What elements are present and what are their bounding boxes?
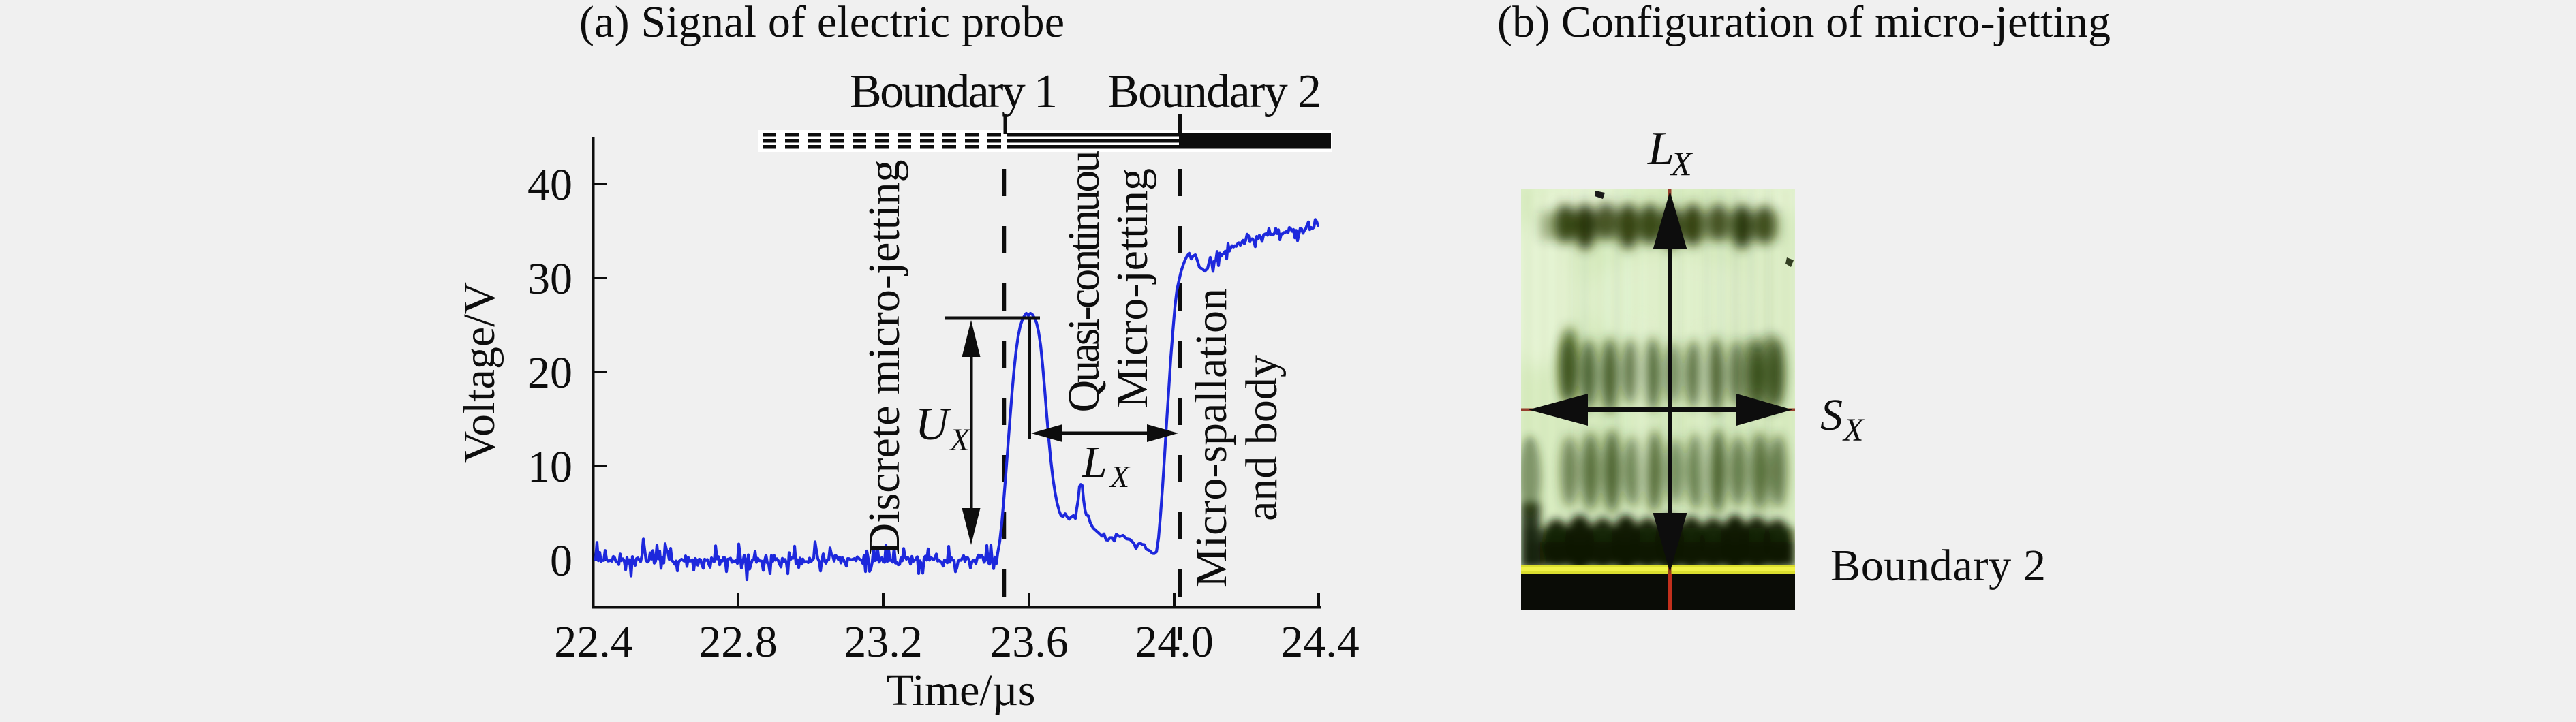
svg-text:Micro-spallation: Micro-spallation (1186, 288, 1236, 588)
svg-text:Boundary 2: Boundary 2 (1830, 541, 2046, 591)
svg-text:0: 0 (550, 536, 572, 586)
svg-text:23.2: 23.2 (844, 617, 923, 667)
svg-text:24.4: 24.4 (1281, 617, 1360, 667)
svg-text:L: L (1647, 123, 1674, 175)
svg-text:30: 30 (527, 254, 572, 304)
svg-text:24.0: 24.0 (1135, 617, 1214, 667)
svg-text:23.6: 23.6 (990, 617, 1069, 667)
svg-text:20: 20 (527, 348, 572, 398)
svg-text:(a) Signal of electric probe: (a) Signal of electric probe (579, 0, 1064, 47)
svg-text:X: X (949, 422, 971, 458)
svg-text:Micro-jetting: Micro-jetting (1107, 168, 1157, 408)
svg-text:22.8: 22.8 (699, 617, 778, 667)
svg-text:Boundary 1: Boundary 1 (850, 65, 1058, 118)
svg-text:Quasi-continuou: Quasi-continuou (1059, 151, 1109, 413)
svg-text:and body: and body (1237, 355, 1287, 521)
svg-text:L: L (1082, 437, 1107, 487)
svg-text:S: S (1820, 390, 1843, 440)
svg-text:Discrete micro-jetting: Discrete micro-jetting (859, 160, 909, 556)
svg-text:10: 10 (527, 442, 572, 492)
svg-text:X: X (1842, 412, 1865, 448)
svg-text:Time/µs: Time/µs (886, 665, 1035, 715)
svg-text:X: X (1670, 144, 1693, 183)
svg-text:22.4: 22.4 (554, 617, 633, 667)
svg-text:X: X (1109, 459, 1131, 494)
svg-text:Boundary 2: Boundary 2 (1107, 65, 1321, 118)
svg-text:(b) Configuration of micro-jet: (b) Configuration of micro-jetting (1497, 0, 2111, 47)
svg-text:Voltage/V: Voltage/V (455, 282, 504, 463)
svg-text:U: U (915, 398, 951, 450)
svg-text:40: 40 (527, 160, 572, 210)
